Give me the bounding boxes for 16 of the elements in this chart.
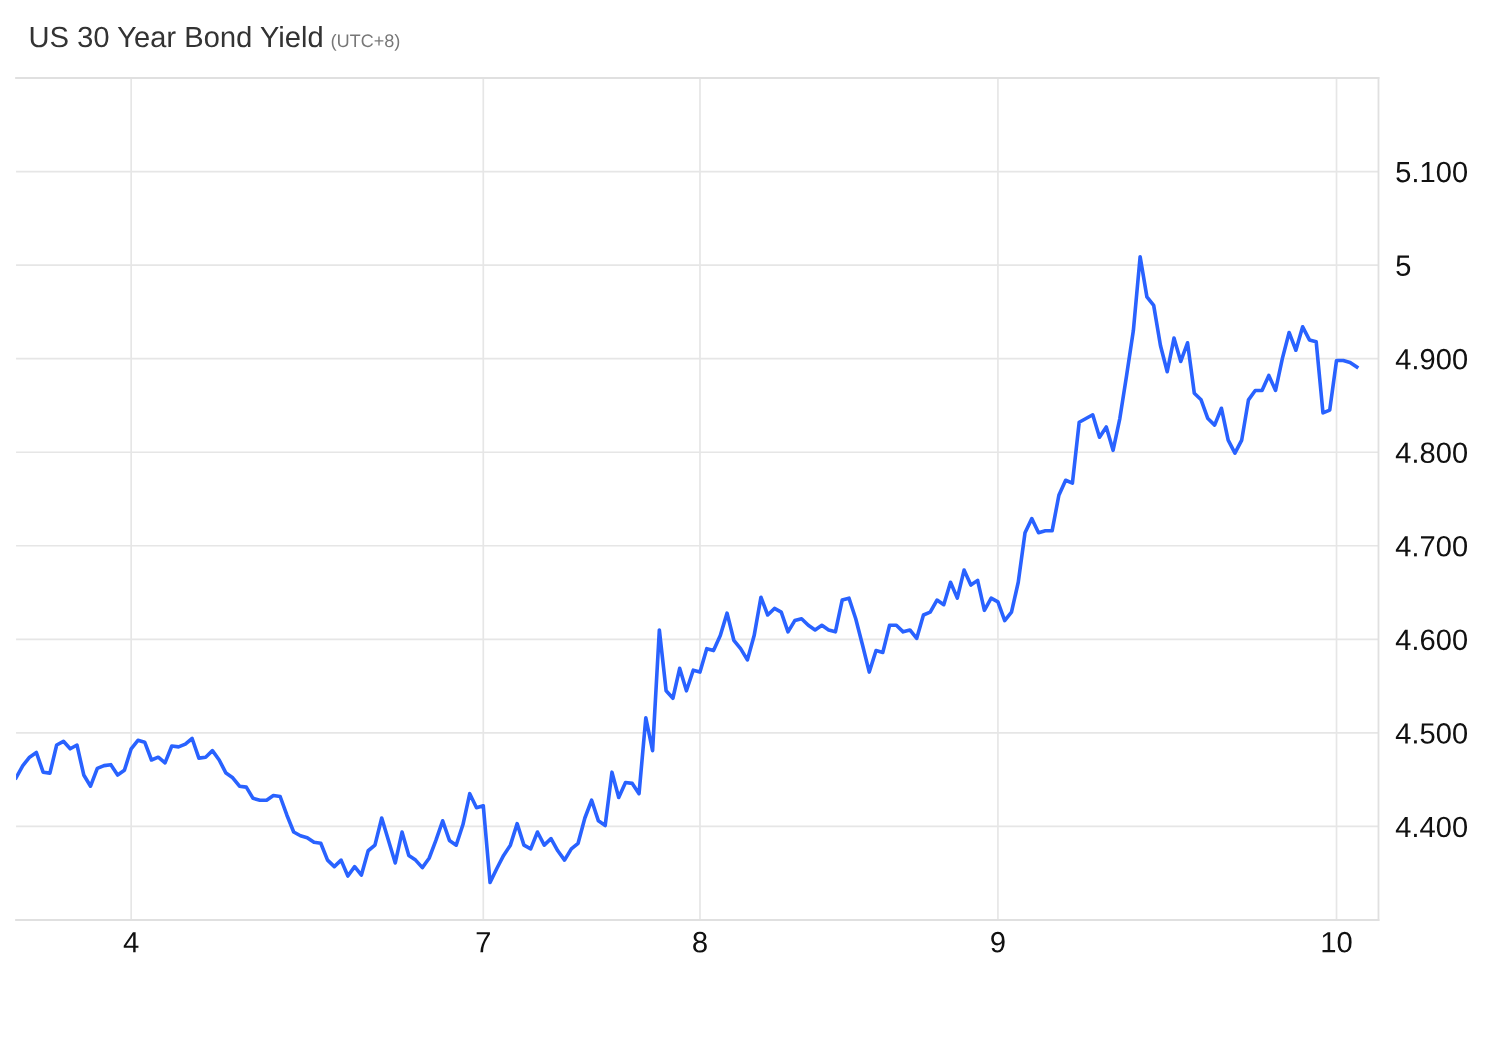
y-tick-label: 5 xyxy=(1396,255,1411,276)
x-tick-label: 8 xyxy=(693,931,707,953)
y-tick-label: 5.100 xyxy=(1396,161,1468,183)
x-tick-label: 4 xyxy=(123,932,139,953)
y-tick-label: 4.900 xyxy=(1395,348,1468,370)
line-series xyxy=(16,254,1359,885)
x-tick-label: 10 xyxy=(1322,931,1352,953)
chart-subtitle: (UTC+8) xyxy=(331,33,400,51)
y-tick-label: 4.700 xyxy=(1395,535,1468,557)
y-tick-label: 4.800 xyxy=(1395,442,1468,464)
chart-title: US 30 Year Bond Yield xyxy=(30,25,322,48)
y-tick-label: 4.500 xyxy=(1395,723,1468,744)
y-tick-label: 4.600 xyxy=(1395,629,1468,651)
x-tick-label: 9 xyxy=(991,931,1005,953)
y-tick-label: 4.400 xyxy=(1395,816,1468,838)
x-tick-label: 7 xyxy=(476,932,490,953)
